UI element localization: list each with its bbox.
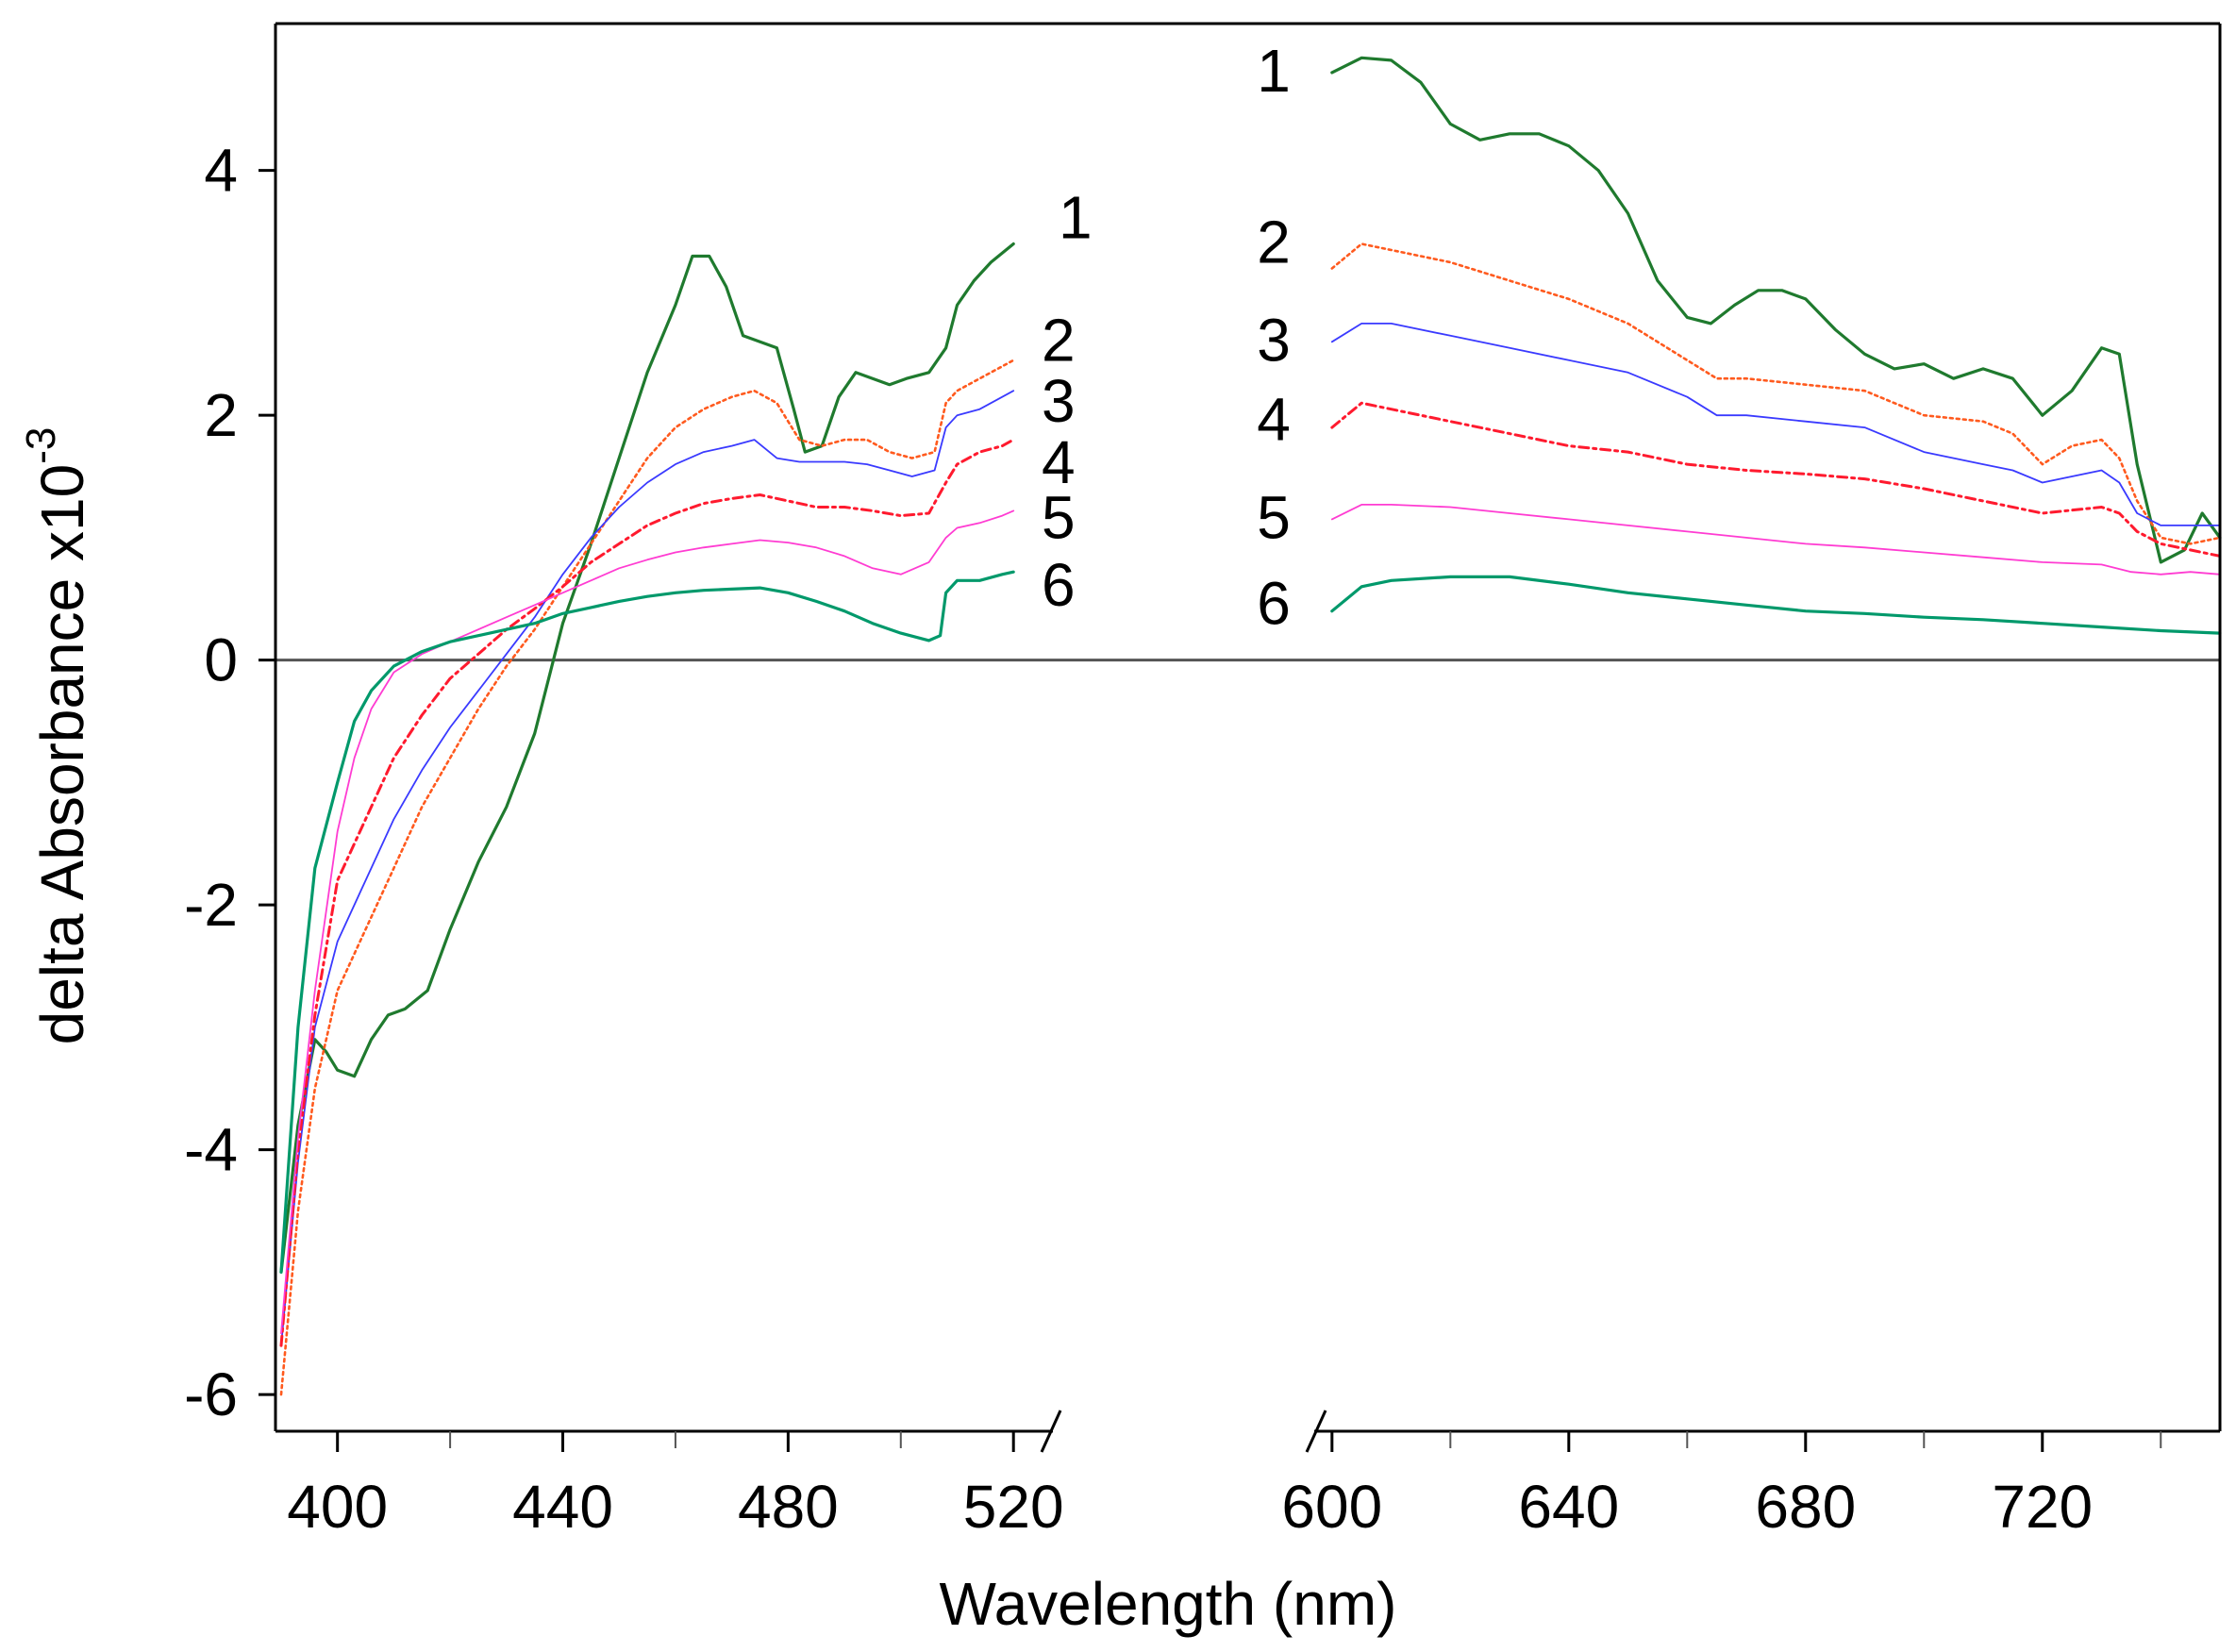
y-tick-label: -2 <box>184 871 238 939</box>
series-2-right-line <box>1330 242 2222 545</box>
tick-group: -6 -4 -2 0 2 4 400 440 480 520 600 640 680 720 <box>184 137 2162 1541</box>
series-4-left-label: 4 <box>1042 428 1076 496</box>
x-tick-label: 720 <box>1992 1473 2093 1541</box>
axis-break-mark-left <box>1040 1410 1062 1453</box>
series-2-right-label: 2 <box>1257 209 1291 276</box>
series-6-left-label: 6 <box>1042 551 1076 619</box>
series-1-right-label: 1 <box>1257 37 1291 105</box>
series-2-left-label: 2 <box>1042 306 1076 374</box>
series-5-left-line <box>280 509 1015 1335</box>
series-4-left-line <box>279 438 1015 1347</box>
y-axis-title: delta Absorbance x10-3 <box>18 427 96 1045</box>
series-3-right-label: 3 <box>1257 306 1291 374</box>
y-axis-title-text: delta Absorbance x10 <box>28 464 96 1045</box>
y-tick-label: 4 <box>204 137 238 205</box>
series-2-left-line <box>279 359 1015 1396</box>
series-3-left-line <box>280 390 1015 1347</box>
series-4-right-label: 4 <box>1257 386 1291 454</box>
y-tick-label: -4 <box>184 1116 238 1184</box>
series-5-right-label: 5 <box>1257 483 1291 551</box>
series-3-right-line <box>1330 322 2221 526</box>
series-5-left-label: 5 <box>1042 483 1076 551</box>
x-tick-label: 680 <box>1755 1473 1856 1541</box>
series-6-right-line <box>1330 575 2222 635</box>
plot-frame-group <box>274 22 2222 1453</box>
x-tick-label: 600 <box>1281 1473 1382 1541</box>
x-tick-label: 520 <box>963 1473 1064 1541</box>
x-tick-label: 440 <box>512 1473 613 1541</box>
y-axis-title-exponent: -3 <box>18 427 64 464</box>
series-3-left-label: 3 <box>1042 367 1076 435</box>
y-tick-label: 0 <box>204 626 238 694</box>
series-6-left-line <box>279 570 1015 1274</box>
series-6-right-label: 6 <box>1257 569 1291 637</box>
y-tick-label: -6 <box>184 1360 238 1428</box>
axis-break-mark-right <box>1305 1410 1327 1453</box>
series-4-right-line <box>1330 401 2222 558</box>
y-tick-label: 2 <box>204 381 238 449</box>
series-1-left-label: 1 <box>1059 184 1093 252</box>
x-tick-label: 480 <box>738 1473 839 1541</box>
series-1-left-line <box>279 242 1015 1274</box>
x-tick-label: 640 <box>1518 1473 1619 1541</box>
series-group <box>279 56 2222 1396</box>
series-1-right-line <box>1330 56 2222 564</box>
x-tick-label: 400 <box>287 1473 388 1541</box>
x-axis-title: Wavelength (nm) <box>940 1570 1397 1638</box>
series-5-right-line <box>1330 504 2221 576</box>
